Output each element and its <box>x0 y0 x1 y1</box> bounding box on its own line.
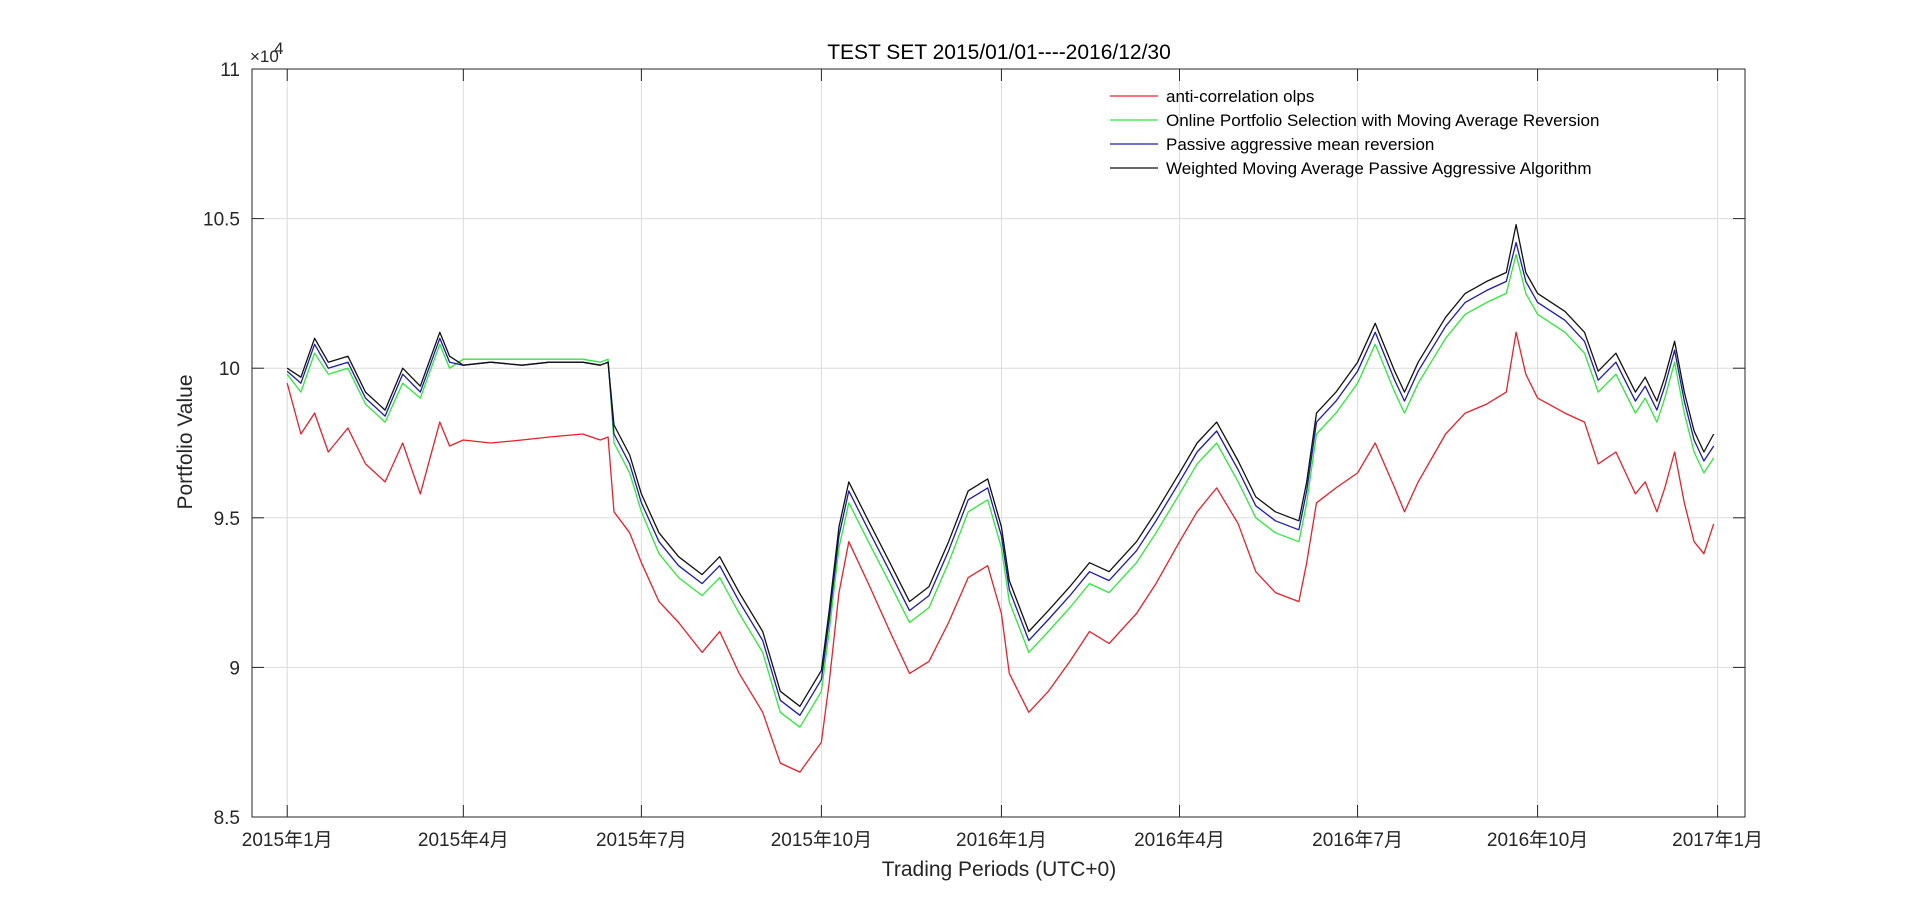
x-tick-label: 2016年4月 <box>1134 829 1225 851</box>
series-group <box>286 223 1715 773</box>
x-tick-label: 2016年10月 <box>1487 829 1588 851</box>
legend-label: Weighted Moving Average Passive Aggressi… <box>1166 159 1592 178</box>
axis-ticks <box>252 68 1745 818</box>
y-tick-label: 10 <box>219 359 240 380</box>
legend: anti-correlation olps Online Portfolio Se… <box>1110 87 1599 178</box>
y-tick-label: 10.5 <box>203 210 240 231</box>
x-axis-tick-labels: 2015年1月 2015年4月 2015年7月 2015年10月 2016年1月 2016… <box>242 829 1763 851</box>
series-line-4 <box>286 223 1715 707</box>
x-tick-label: 2016年1月 <box>956 829 1047 851</box>
x-tick-label: 2015年7月 <box>596 829 687 851</box>
x-tick-label: 2015年4月 <box>418 829 509 851</box>
x-axis-title: Trading Periods (UTC+0) <box>882 858 1116 881</box>
legend-label: anti-correlation olps <box>1166 87 1314 106</box>
legend-label: Passive aggressive mean reversion <box>1166 135 1434 154</box>
x-tick-label: 2016年7月 <box>1312 829 1403 851</box>
y-tick-label: 9.5 <box>214 509 240 530</box>
y-axis-exponent-base: ×10 <box>250 47 279 66</box>
y-tick-label: 11 <box>220 60 240 81</box>
y-axis-title: Portfolio Value <box>174 374 197 509</box>
legend-label: Online Portfolio Selection with Moving A… <box>1166 111 1599 130</box>
x-tick-label: 2015年1月 <box>242 829 333 851</box>
x-tick-label: 2017年1月 <box>1672 829 1763 851</box>
y-axis-tick-labels: 8.5 9 9.5 10 10.5 11 <box>203 60 240 829</box>
y-tick-label: 9 <box>229 658 240 679</box>
y-tick-label: 8.5 <box>214 808 240 829</box>
chart-title: TEST SET 2015/01/01----2016/12/30 <box>827 41 1171 64</box>
y-axis-exponent-power: 4 <box>274 39 283 58</box>
x-tick-label: 2015年10月 <box>771 829 872 851</box>
plot-area-frame <box>251 68 1746 818</box>
series-line-1 <box>286 331 1715 773</box>
series-line-2 <box>286 253 1715 728</box>
